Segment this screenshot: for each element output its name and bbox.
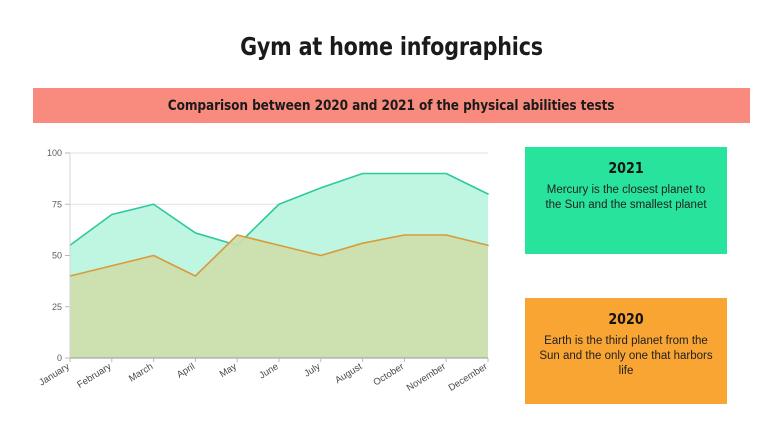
- y-axis-tick-label: 50: [52, 251, 62, 261]
- card-2021: 2021 Mercury is the closest planet to th…: [525, 147, 727, 254]
- x-axis-tick-label: March: [127, 361, 155, 384]
- y-axis-tick-label: 75: [52, 199, 62, 209]
- card-2021-title: 2021: [608, 159, 644, 177]
- series-line-2020: [69, 234, 489, 277]
- card-2020: 2020 Earth is the third planet from the …: [525, 298, 727, 404]
- x-axis-tick-label: August: [333, 361, 364, 386]
- x-axis-tick-label: November: [405, 361, 448, 394]
- x-axis-tick-label: December: [447, 361, 490, 394]
- banner-text: Comparison between 2020 and 2021 of the …: [168, 97, 615, 114]
- area-chart: 0 25 50 75 100 January February March April May J…: [28, 138, 508, 428]
- banner: Comparison between 2020 and 2021 of the …: [33, 88, 750, 123]
- y-axis-tick-label: 0: [57, 353, 62, 363]
- card-2021-body: Mercury is the closest planet to the Sun…: [545, 184, 707, 211]
- series-line-2021: [69, 172, 489, 247]
- chart-series-areas: [69, 172, 489, 358]
- page-title: Gym at home infographics: [240, 32, 543, 61]
- x-axis-tick-label: May: [218, 361, 239, 380]
- y-axis-tick-label: 100: [47, 148, 62, 158]
- chart-x-axis-labels: January February March April May June July Augu…: [37, 358, 490, 394]
- y-axis-tick-label: 25: [52, 302, 62, 312]
- x-axis-tick-label: October: [371, 361, 405, 388]
- series-area-2020: [70, 235, 488, 358]
- x-axis-tick-label: January: [37, 361, 72, 388]
- card-2020-title: 2020: [608, 310, 644, 328]
- x-axis-tick-label: April: [175, 361, 197, 380]
- chart-y-axis-labels: 0 25 50 75 100: [47, 148, 70, 363]
- x-axis-tick-label: February: [75, 361, 113, 391]
- x-axis-tick-label: June: [257, 361, 280, 381]
- x-axis-tick-label: July: [302, 361, 322, 379]
- card-2020-body: Earth is the third planet from the Sun a…: [539, 335, 713, 377]
